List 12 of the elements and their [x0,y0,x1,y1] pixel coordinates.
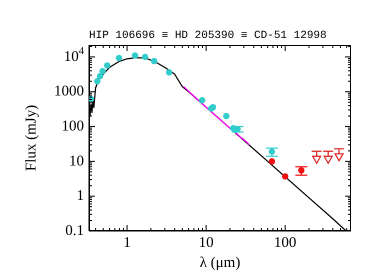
y-tick-label: 0.1 [65,223,84,239]
x-tick-label: 10 [198,235,214,251]
y-tick-label: 10 [69,153,84,170]
chart-title: HIP 106696 ≡ HD 205390 ≡ CD-51 12998 [89,30,327,43]
y-tick-label: 1 [76,188,84,204]
y-tick-label: 10$^{4}$ [64,46,85,65]
x-axis-title: λ (μm) [200,255,240,270]
y-tick-label: 1000 [54,84,84,100]
y-tick-label: 100 [62,118,84,135]
y-axis-title: Flux (mJy) [23,104,40,172]
x-tick-label: 100 [274,235,296,251]
x-tick-label: 1 [123,235,131,251]
